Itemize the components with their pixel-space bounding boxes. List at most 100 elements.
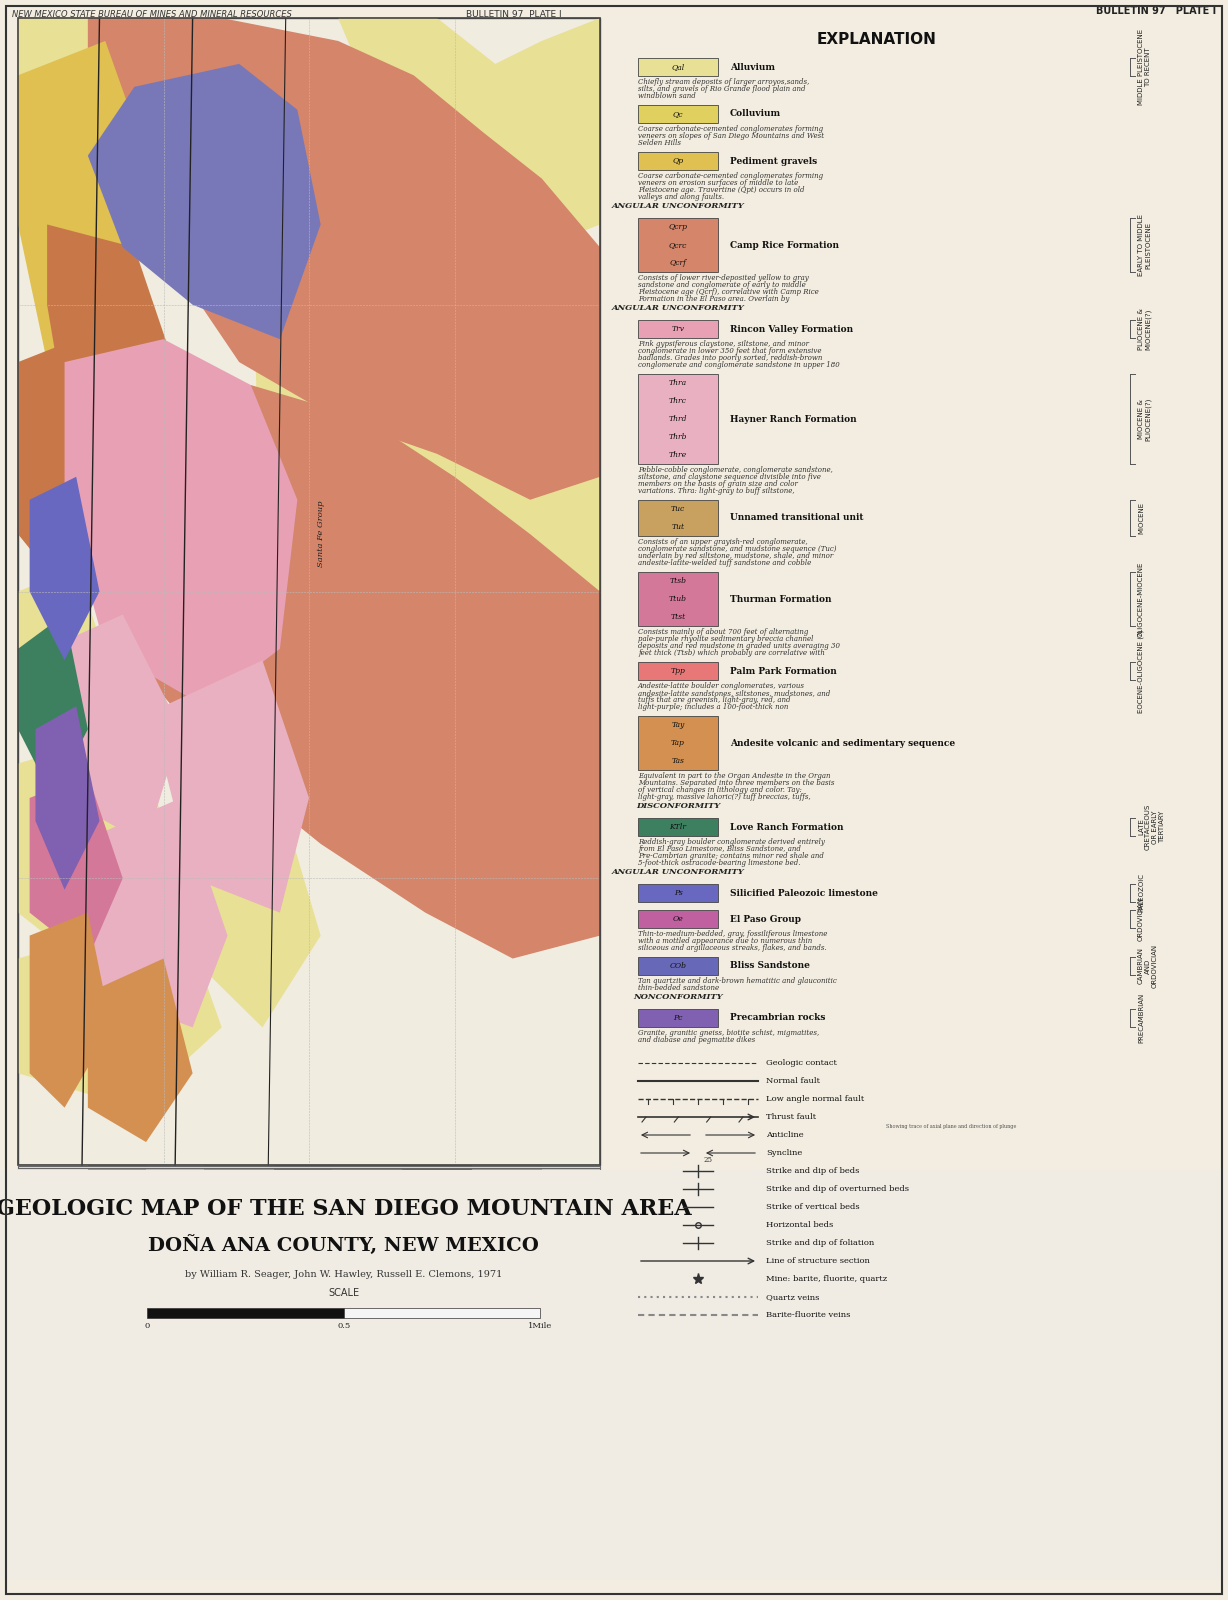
Text: Ttub: Ttub [669,595,686,603]
Text: PALEOZOIC: PALEOZOIC [1138,874,1144,912]
Text: Syncline: Syncline [766,1149,802,1157]
Text: Pre-Cambrian granite; contains minor red shale and: Pre-Cambrian granite; contains minor red… [639,851,824,861]
Text: silts, and gravels of Rio Grande flood plain and: silts, and gravels of Rio Grande flood p… [639,85,806,93]
Polygon shape [88,958,193,1142]
Text: Qp: Qp [673,157,684,165]
Text: veneers on erosion surfaces of middle to late: veneers on erosion surfaces of middle to… [639,179,798,187]
Text: El Paso Group: El Paso Group [729,915,801,923]
Text: Horizontal beds: Horizontal beds [766,1221,834,1229]
Text: Tap: Tap [670,739,685,747]
Text: PRECAMBRIAN: PRECAMBRIAN [1138,994,1144,1043]
Text: Qcrp: Qcrp [668,222,688,230]
Text: Tuc: Tuc [670,506,685,514]
Bar [639,218,718,272]
Bar [639,374,718,464]
Polygon shape [251,133,600,821]
Text: pale-purple rhyolite sedimentary breccia channel: pale-purple rhyolite sedimentary breccia… [639,635,813,643]
Text: Low angle normal fault: Low angle normal fault [766,1094,865,1102]
Polygon shape [18,339,106,592]
Text: Strike and dip of foliation: Strike and dip of foliation [766,1238,874,1246]
Polygon shape [106,386,600,958]
Text: Selden Hills: Selden Hills [639,139,682,147]
Polygon shape [18,730,181,958]
Text: Ttsb: Ttsb [669,578,686,586]
Text: Thin-to-medium-bedded, gray, fossiliferous limestone: Thin-to-medium-bedded, gray, fossilifero… [639,930,828,938]
Text: veneers on slopes of San Diego Mountains and West: veneers on slopes of San Diego Mountains… [639,133,824,141]
Text: Consists of lower river-deposited yellow to gray: Consists of lower river-deposited yellow… [639,274,809,282]
Text: Tas: Tas [672,757,684,765]
Text: Mine: barite, fluorite, quartz: Mine: barite, fluorite, quartz [766,1275,887,1283]
Bar [639,320,718,338]
Polygon shape [88,18,600,499]
Text: andesite-latite-welded tuff sandstone and cobble: andesite-latite-welded tuff sandstone an… [639,558,812,566]
Text: light-purple; includes a 100-foot-thick non: light-purple; includes a 100-foot-thick … [639,702,788,710]
Text: Qcrc: Qcrc [669,242,688,250]
Bar [639,152,718,170]
Text: Tut: Tut [672,523,684,531]
Text: Colluvium: Colluvium [729,109,781,118]
Text: 1Mile: 1Mile [528,1322,553,1330]
Text: Strike of vertical beds: Strike of vertical beds [766,1203,860,1211]
Text: Qc: Qc [673,110,683,118]
Text: Strike and dip of beds: Strike and dip of beds [766,1166,860,1174]
Text: Unnamed transitional unit: Unnamed transitional unit [729,514,863,523]
Text: ORDOVICIAN: ORDOVICIAN [1138,898,1144,941]
Polygon shape [18,912,222,1107]
Text: Showing trace of axial plane and direction of plunge: Showing trace of axial plane and directi… [887,1123,1017,1130]
Text: Mountains. Separated into three members on the basis: Mountains. Separated into three members … [639,779,835,787]
Text: Hayner Ranch Formation: Hayner Ranch Formation [729,414,857,424]
Text: Consists of an upper grayish-red conglomerate,: Consists of an upper grayish-red conglom… [639,538,808,546]
Text: Love Ranch Formation: Love Ranch Formation [729,822,844,832]
Text: CAMBRIAN
AND
ORDOVICIAN: CAMBRIAN AND ORDOVICIAN [1138,944,1158,989]
Text: Thurman Formation: Thurman Formation [729,595,831,603]
Text: from El Paso Limestone, Bliss Sandstone, and: from El Paso Limestone, Bliss Sandstone,… [639,845,801,853]
Text: Anticline: Anticline [766,1131,803,1139]
Bar [639,573,718,626]
Text: Pediment gravels: Pediment gravels [729,157,817,165]
Text: BULLETIN 97   PLATE I: BULLETIN 97 PLATE I [1095,6,1216,16]
Text: light-gray, massive lahoric(?) tuff breccias, tuffs,: light-gray, massive lahoric(?) tuff brec… [639,794,810,802]
Text: OLIGOCENE-MIOCENE: OLIGOCENE-MIOCENE [1138,562,1144,637]
Text: EOCENE-OLIGOCENE (?): EOCENE-OLIGOCENE (?) [1138,629,1144,712]
Text: EARLY TO MIDDLE
PLEISTOCENE: EARLY TO MIDDLE PLEISTOCENE [1138,214,1151,275]
Text: Andesite-latite boulder conglomerates, various: Andesite-latite boulder conglomerates, v… [639,682,806,690]
Text: Tpp: Tpp [670,667,685,675]
Text: badlands. Grades into poorly sorted, reddish-brown: badlands. Grades into poorly sorted, red… [639,354,823,362]
Text: Quartz veins: Quartz veins [766,1293,819,1301]
Text: Pleistocene age (Qcrf), correlative with Camp Rice: Pleistocene age (Qcrf), correlative with… [639,288,819,296]
Bar [639,910,718,928]
Bar [18,18,600,1165]
Polygon shape [29,774,123,958]
Text: Qcrf: Qcrf [669,259,686,267]
Text: LATE
CRETACEOUS
OR EARLY
TERTIARY: LATE CRETACEOUS OR EARLY TERTIARY [1138,803,1165,850]
Bar [344,1309,540,1318]
Text: Reddish-gray boulder conglomerate derived entirely: Reddish-gray boulder conglomerate derive… [639,838,825,846]
Text: 0: 0 [145,1322,150,1330]
Bar [147,1309,344,1318]
Bar [0,1170,1228,1581]
Text: Equivalent in part to the Organ Andesite in the Organ: Equivalent in part to the Organ Andesite… [639,773,830,781]
Text: SCALE: SCALE [328,1288,360,1298]
Text: Qal: Qal [672,62,685,70]
Bar [639,957,718,974]
Text: Line of structure section: Line of structure section [766,1258,869,1266]
Text: Thrc: Thrc [669,397,686,405]
Text: MIOCENE &
PLIOCENE(?): MIOCENE & PLIOCENE(?) [1138,397,1152,440]
Text: andesite-latite sandstones, siltstones, mudstones, and: andesite-latite sandstones, siltstones, … [639,690,830,698]
Text: Granite, granitic gneiss, biotite schist, migmatites,: Granite, granitic gneiss, biotite schist… [639,1029,819,1037]
Polygon shape [163,661,309,912]
Text: Pink gypsiferous claystone, siltstone, and minor: Pink gypsiferous claystone, siltstone, a… [639,341,809,349]
Bar [639,1010,718,1027]
Text: Oe: Oe [673,915,683,923]
Text: Normal fault: Normal fault [766,1077,820,1085]
Polygon shape [29,477,99,661]
Text: Geologic contact: Geologic contact [766,1059,836,1067]
Text: and diabase and pegmatite dikes: and diabase and pegmatite dikes [639,1037,755,1043]
Polygon shape [18,18,123,224]
Text: windblown sand: windblown sand [639,91,696,99]
Text: MIDDLE PLEISTOCENE
TO RECENT: MIDDLE PLEISTOCENE TO RECENT [1138,29,1151,106]
Text: Thre: Thre [669,451,686,459]
Text: 5-foot-thick ostracode-bearing limestone bed.: 5-foot-thick ostracode-bearing limestone… [639,859,801,867]
Text: Rincon Valley Formation: Rincon Valley Formation [729,325,853,333]
Bar [639,58,718,75]
